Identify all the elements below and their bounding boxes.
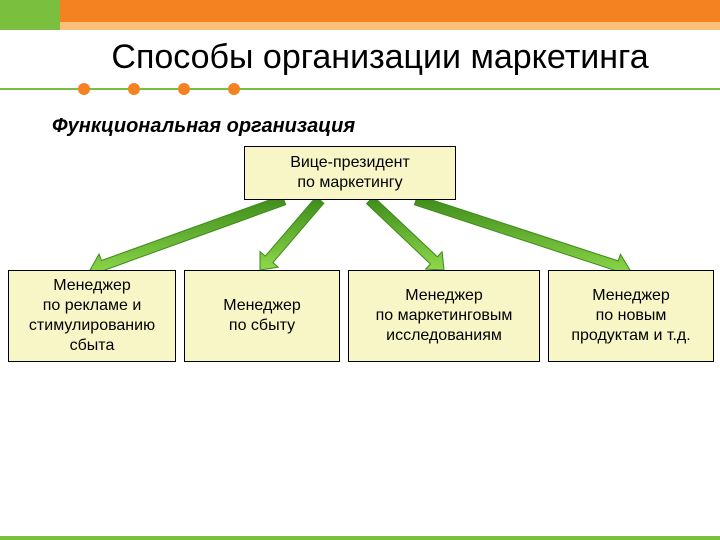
subtitle: Функциональная организация (0, 101, 720, 138)
org-node-root: Вице-президент по маркетингу (244, 146, 456, 200)
arrow (90, 195, 286, 276)
top-band-under (60, 22, 720, 30)
org-node-child: Менеджер по сбыту (184, 270, 340, 362)
org-node-child: Менеджер по рекламе и стимулированию сбы… (8, 270, 176, 362)
accent-bullet (178, 83, 190, 95)
top-corner-block (0, 0, 60, 30)
bullets-row (0, 81, 720, 101)
accent-bullet (128, 83, 140, 95)
top-decorative-border (0, 0, 720, 30)
org-node-child: Менеджер по новым продуктам и т.д. (548, 270, 714, 362)
arrow (260, 196, 324, 269)
arrow (367, 196, 444, 270)
footer-band (0, 536, 720, 540)
title-area: Способы организации маркетинга (0, 30, 720, 79)
org-node-child: Менеджер по маркетинговым исследованиям (348, 270, 540, 362)
accent-bullet (78, 83, 90, 95)
org-chart: Вице-президент по маркетингу Менеджер по … (0, 146, 720, 466)
rule-line (0, 88, 720, 90)
arrow (414, 195, 630, 277)
accent-bullet (228, 83, 240, 95)
page-title: Способы организации маркетинга (80, 36, 680, 79)
top-band-main (60, 0, 720, 22)
